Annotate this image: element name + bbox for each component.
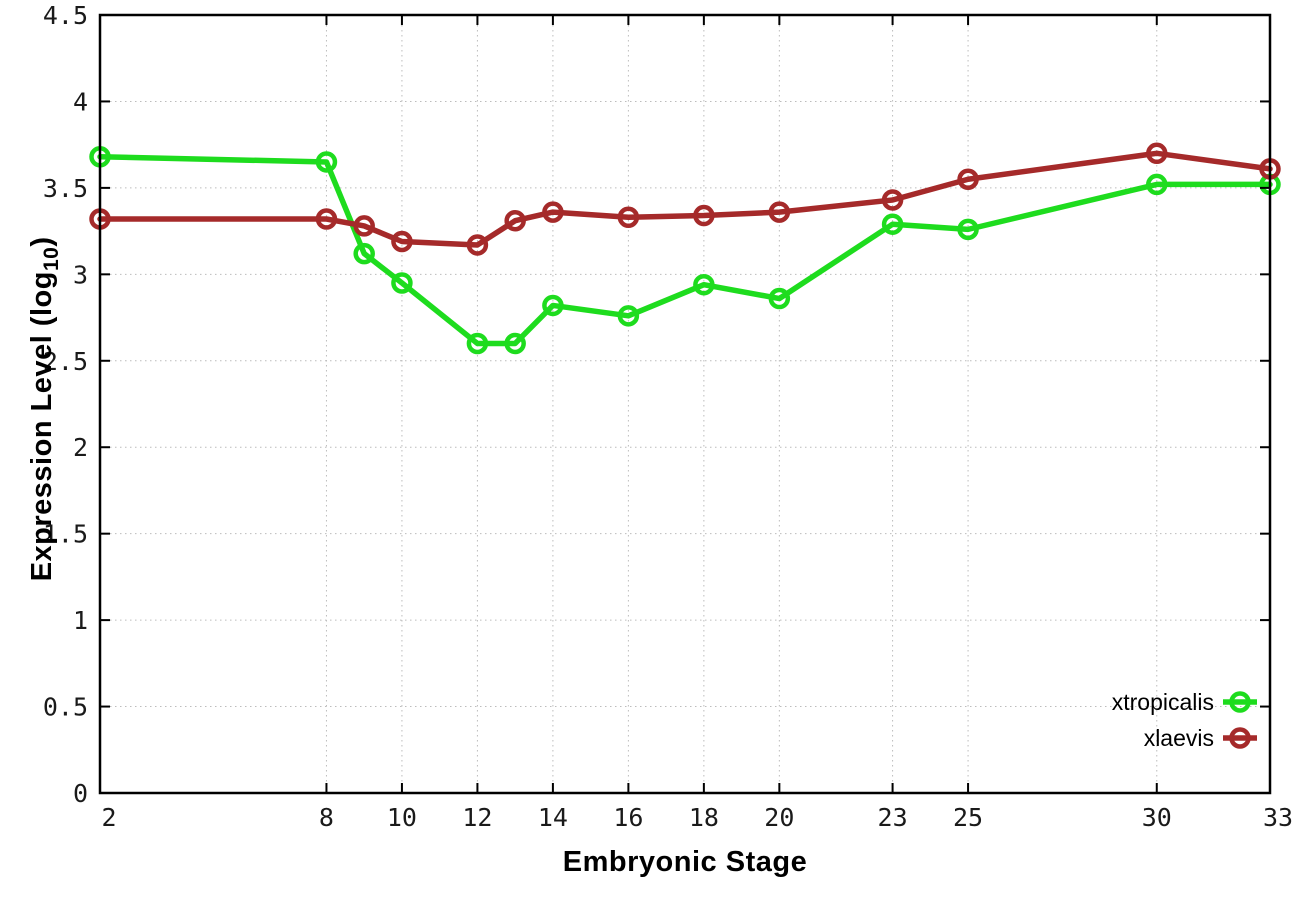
y-tick-label: 2	[73, 433, 88, 462]
y-tick-label: 1.5	[43, 520, 88, 549]
data-point-marker	[542, 201, 564, 223]
y-tick-label: 4	[73, 87, 88, 116]
data-point-marker	[391, 272, 413, 294]
x-tick-label: 30	[1142, 803, 1172, 832]
x-tick-label: 8	[319, 803, 334, 832]
series-line-xtropicalis	[97, 154, 1273, 347]
y-tick-label: 4.5	[43, 1, 88, 30]
gridlines	[99, 14, 1271, 794]
data-point-marker	[353, 242, 375, 265]
y-axis-title-text: Expression Level (log	[26, 271, 59, 582]
y-tick-label: 1	[73, 606, 88, 635]
legend-label-xlaevis: xlaevis	[1144, 725, 1214, 751]
data-point-marker	[315, 151, 338, 173]
data-point-marker	[315, 208, 338, 230]
data-point-marker	[693, 204, 715, 227]
x-tick-label: 10	[387, 803, 417, 832]
y-axis-title-subscript: 10	[39, 246, 63, 272]
data-point-marker	[617, 305, 640, 327]
axis-ticks	[99, 14, 1271, 794]
data-point-marker	[504, 209, 526, 232]
data-point-marker	[1146, 142, 1168, 165]
y-tick-label: 3	[73, 260, 88, 289]
x-tick-label: 18	[689, 803, 719, 832]
x-tick-label: 20	[764, 803, 794, 832]
x-tick-label: 14	[538, 803, 568, 832]
legend: xtropicalis xlaevis	[1112, 689, 1257, 751]
data-point-marker	[768, 287, 791, 310]
x-tick-label: 23	[878, 803, 908, 832]
data-point-marker	[617, 206, 640, 229]
data-point-marker	[693, 273, 715, 296]
data-point-marker	[391, 230, 413, 253]
data-point-marker	[353, 215, 375, 237]
series-xtropicalis	[89, 146, 1281, 355]
legend-sample-marker	[1229, 727, 1251, 749]
y-tick-label: 0	[73, 779, 88, 808]
data-point-marker	[957, 218, 979, 241]
x-tick-label: 25	[953, 803, 983, 832]
tick-labels: 2 8 10 12 14 16 18 20 23 25 30 33 0 0.5 1 1.5 2 2.5 3 3.5 4 4…	[43, 1, 1293, 832]
x-tick-label: 12	[462, 803, 492, 832]
data-point-marker	[768, 201, 791, 223]
data-point-marker	[504, 332, 526, 355]
y-tick-label: 3.5	[43, 174, 88, 203]
y-axis-title-close: )	[26, 236, 59, 247]
legend-label-xtropicalis: xtropicalis	[1112, 689, 1214, 715]
data-point-marker	[466, 332, 489, 355]
y-tick-label: 2.5	[43, 347, 88, 376]
x-tick-label: 16	[613, 803, 643, 832]
x-axis-title: Embryonic Stage	[562, 846, 808, 878]
data-point-marker	[542, 294, 564, 317]
legend-sample-marker	[1229, 691, 1251, 713]
data-point-marker	[1146, 173, 1168, 196]
x-tick-label: 33	[1263, 803, 1293, 832]
x-tick-label: 2	[101, 803, 116, 832]
data-point-marker	[957, 168, 979, 190]
plot-border	[98, 13, 1272, 795]
data-point-marker	[881, 213, 904, 235]
y-tick-label: 0.5	[43, 693, 88, 722]
data-point-marker	[466, 234, 489, 256]
data-point-marker	[881, 189, 904, 211]
y-axis-title: Expression Level (log10)	[26, 179, 64, 639]
